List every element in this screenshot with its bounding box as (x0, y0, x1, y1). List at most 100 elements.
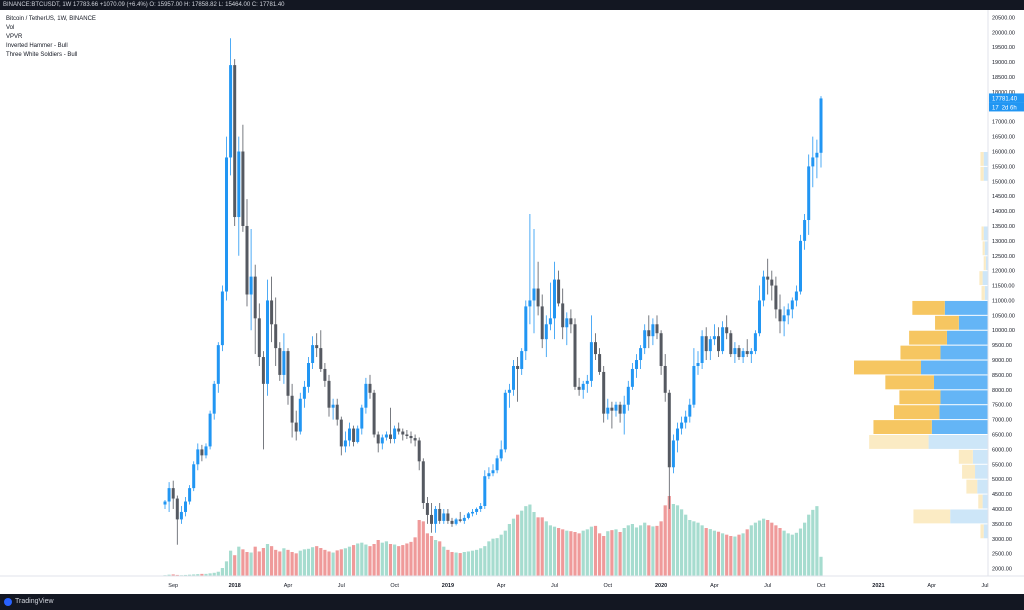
candle-body-94[interactable] (548, 318, 552, 325)
candle-body-45[interactable] (348, 428, 351, 441)
candle-body-147[interactable] (766, 276, 770, 280)
candle-body-123[interactable] (667, 392, 671, 468)
candle-body-114[interactable] (630, 368, 634, 387)
candle-body-69[interactable] (446, 513, 450, 521)
candle-body-138[interactable] (729, 333, 733, 355)
candle-body-11[interactable] (208, 413, 212, 447)
candle-body-18[interactable] (237, 151, 241, 218)
legend-title[interactable]: Bitcoin / TetherUS, 1W, BINANCE (6, 16, 96, 22)
candle-body-117[interactable] (643, 330, 647, 349)
candle-body-92[interactable] (540, 306, 544, 340)
candle-body-122[interactable] (663, 365, 667, 393)
candle-body-111[interactable] (618, 404, 622, 414)
time-axis[interactable]: Sep 2018 Apr Jul Oct 2019 Apr Jul Oct 2020 Apr Jul O… (168, 583, 988, 589)
candle-body-70[interactable] (450, 520, 454, 524)
candle-body-151[interactable] (782, 315, 786, 322)
candle-body-35[interactable] (307, 363, 310, 387)
candle-body-75[interactable] (471, 511, 474, 514)
candle-body-31[interactable] (290, 395, 294, 423)
candle-body-49[interactable] (364, 383, 368, 408)
candle-body-83[interactable] (503, 392, 507, 450)
candle-body-127[interactable] (684, 416, 688, 423)
candle-body-154[interactable] (794, 291, 798, 301)
candle-body-112[interactable] (622, 404, 626, 414)
candle-body-119[interactable] (651, 324, 655, 337)
candle-body-17[interactable] (233, 65, 237, 218)
candle-body-103[interactable] (585, 380, 589, 384)
candle-body-25[interactable] (266, 300, 269, 384)
candle-body-130[interactable] (696, 363, 700, 366)
candle-body-1[interactable] (167, 488, 171, 502)
candle-body-50[interactable] (368, 383, 372, 393)
candle-body-2[interactable] (171, 488, 175, 499)
candle-body-77[interactable] (479, 505, 483, 509)
candle-body-125[interactable] (676, 428, 679, 441)
candle-body-12[interactable] (212, 383, 216, 414)
candle-body-101[interactable] (577, 386, 581, 390)
candle-body-40[interactable] (327, 380, 331, 408)
candle-body-56[interactable] (393, 428, 397, 439)
tradingview-logo-icon[interactable] (4, 598, 12, 606)
candle-body-84[interactable] (507, 389, 511, 393)
candle-body-65[interactable] (430, 514, 433, 524)
candle-body-22[interactable] (253, 276, 257, 319)
candle-body-0[interactable] (163, 501, 167, 505)
candle-body-24[interactable] (261, 357, 265, 384)
candle-body-51[interactable] (372, 392, 376, 435)
candle-body-131[interactable] (700, 336, 704, 364)
candle-body-93[interactable] (544, 324, 548, 340)
candle-body-82[interactable] (499, 449, 503, 459)
candle-body-57[interactable] (397, 428, 401, 432)
candle-body-28[interactable] (278, 348, 282, 375)
candle-body-153[interactable] (790, 300, 794, 310)
candle-body-4[interactable] (179, 511, 183, 520)
candle-body-20[interactable] (245, 225, 249, 295)
candle-body-55[interactable] (389, 434, 392, 439)
candle-body-85[interactable] (512, 365, 515, 390)
candle-body-155[interactable] (799, 240, 802, 292)
candle-body-132[interactable] (704, 336, 708, 352)
candle-body-96[interactable] (557, 279, 561, 304)
candle-body-97[interactable] (561, 303, 565, 328)
candle-body-137[interactable] (725, 327, 729, 334)
candle-body-26[interactable] (270, 300, 274, 325)
candle-body-129[interactable] (692, 365, 696, 405)
candle-body-89[interactable] (528, 300, 532, 307)
candle-body-60[interactable] (409, 435, 413, 439)
candle-body-144[interactable] (753, 333, 757, 352)
candle-body-158[interactable] (811, 157, 815, 167)
candle-body-72[interactable] (458, 519, 462, 521)
candle-body-90[interactable] (532, 288, 536, 301)
candle-body-30[interactable] (286, 351, 290, 396)
candle-body-34[interactable] (302, 386, 306, 399)
legend-item-vol[interactable]: Vol (6, 25, 14, 31)
candle-body-107[interactable] (602, 371, 606, 414)
candle-body-113[interactable] (626, 386, 630, 405)
candle-body-141[interactable] (741, 351, 745, 358)
candle-body-21[interactable] (249, 276, 253, 295)
btcusdt-weekly-chart[interactable]: 2000.00 2500.00 3000.00 3500.00 4000.00 4500.… (0, 10, 1024, 594)
candle-body-150[interactable] (778, 309, 782, 322)
candle-body-116[interactable] (639, 348, 643, 361)
candle-body-36[interactable] (311, 345, 315, 364)
candle-body-41[interactable] (331, 404, 335, 408)
candle-body-140[interactable] (737, 348, 741, 358)
candle-body-136[interactable] (721, 327, 725, 352)
candle-body-148[interactable] (770, 279, 774, 286)
candle-body-106[interactable] (598, 354, 602, 372)
candle-body-3[interactable] (175, 498, 179, 520)
candle-body-43[interactable] (339, 419, 343, 447)
candle-body-29[interactable] (282, 351, 286, 375)
legend-item-three-white-soldiers[interactable]: Three White Soldiers - Bull (6, 52, 77, 58)
candle-body-16[interactable] (229, 65, 233, 158)
candle-body-62[interactable] (417, 440, 421, 462)
candle-body-8[interactable] (196, 449, 200, 465)
candle-body-156[interactable] (803, 220, 807, 241)
candle-body-142[interactable] (745, 351, 749, 355)
candle-body-27[interactable] (274, 324, 278, 349)
candle-body-61[interactable] (413, 438, 417, 441)
candle-body-14[interactable] (220, 291, 224, 346)
candle-body-19[interactable] (241, 151, 245, 226)
candle-body-54[interactable] (384, 434, 388, 438)
candle-body-33[interactable] (298, 398, 302, 432)
